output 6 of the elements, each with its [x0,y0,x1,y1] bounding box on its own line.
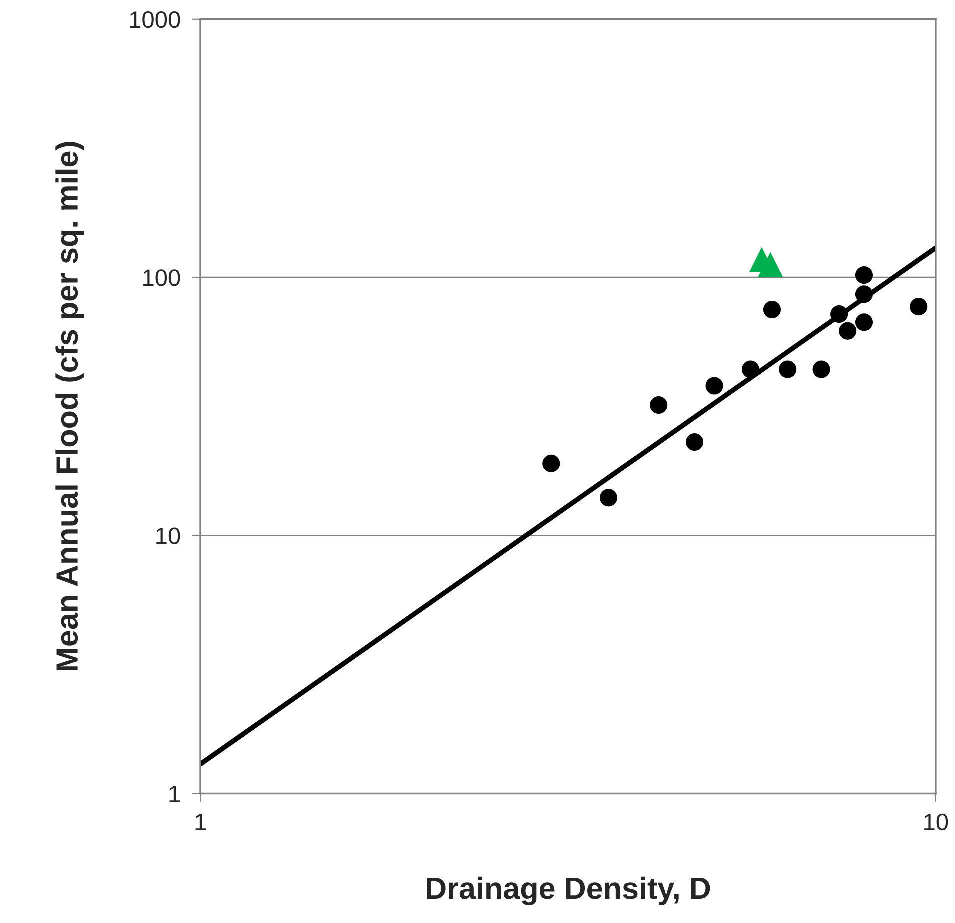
y-tick-label: 1000 [130,11,180,28]
y-tick-label: 1 [170,786,180,802]
y-axis-title: Mean Annual Flood (cfs per sq. mile) [56,142,84,670]
y-tick-label: 10 [156,528,180,544]
y-tick-label: 100 [144,270,180,286]
x-axis-title: Drainage Density, D [427,876,710,906]
